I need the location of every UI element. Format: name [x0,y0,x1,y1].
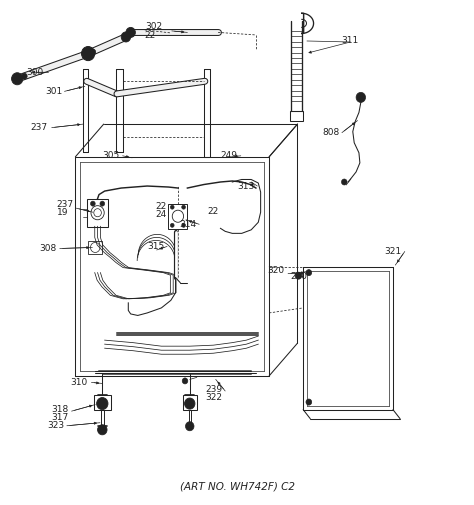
Bar [168,204,187,229]
Text: 249: 249 [220,152,237,160]
Bar [87,198,108,227]
Circle shape [185,422,194,431]
Text: 311: 311 [341,36,358,45]
Circle shape [91,201,95,206]
Text: 320: 320 [268,266,285,275]
Text: 323: 323 [47,421,64,430]
Circle shape [11,73,23,85]
Circle shape [83,48,93,59]
Text: 239: 239 [205,385,222,394]
Circle shape [84,49,92,58]
Text: 808: 808 [322,128,339,137]
Text: 237: 237 [56,199,73,209]
Text: 310: 310 [71,378,88,387]
Circle shape [82,46,95,61]
Bar [94,394,111,410]
Circle shape [306,399,312,405]
Circle shape [306,270,312,276]
Text: 22: 22 [208,207,219,216]
Text: 317: 317 [52,413,69,422]
Text: 314: 314 [179,220,196,229]
Bar [88,241,102,254]
Circle shape [98,425,107,435]
Circle shape [182,205,185,209]
Text: 318: 318 [52,405,69,414]
Text: 19: 19 [56,208,68,217]
Bar [291,112,303,121]
Circle shape [182,223,185,227]
Text: 308: 308 [39,244,57,253]
Circle shape [295,272,302,279]
Circle shape [90,49,96,55]
Text: 321: 321 [384,247,401,256]
Text: 315: 315 [147,242,164,251]
Text: 22: 22 [156,201,167,211]
Circle shape [121,32,131,42]
Text: 240: 240 [290,272,307,281]
Text: 24: 24 [156,210,167,219]
Text: 313: 313 [237,181,254,190]
Text: (ART NO. WH742F) C2: (ART NO. WH742F) C2 [180,482,294,492]
Text: 322: 322 [205,393,222,402]
Circle shape [97,397,108,410]
Circle shape [356,92,365,103]
Circle shape [182,378,188,384]
Text: 302: 302 [145,22,162,31]
Circle shape [184,398,195,409]
Circle shape [170,205,174,209]
Text: 300: 300 [27,68,44,77]
Circle shape [100,201,105,206]
Text: 22: 22 [145,31,156,40]
Bar [182,394,197,410]
Circle shape [21,73,27,79]
Circle shape [126,27,136,37]
Text: 237: 237 [30,123,47,132]
Text: 301: 301 [46,87,63,96]
Circle shape [170,223,174,227]
Text: 305: 305 [102,152,119,160]
Circle shape [341,179,347,185]
